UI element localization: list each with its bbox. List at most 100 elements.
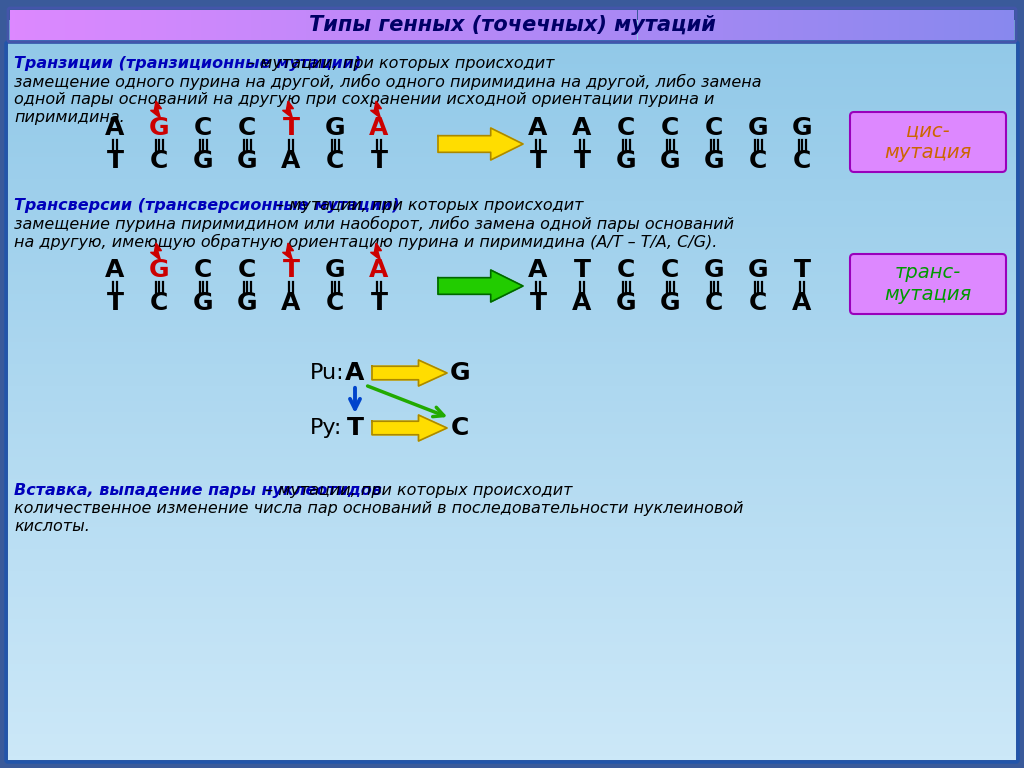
Bar [8,538,1016,541]
Bar [8,645,1016,649]
Bar [8,28,1016,31]
Bar [432,10,436,40]
Bar [8,38,1016,42]
Bar [8,205,1016,209]
Bar [486,10,492,40]
Bar [332,10,336,40]
Bar [351,10,356,40]
Bar [8,738,1016,741]
Bar [271,10,276,40]
Bar [8,578,1016,582]
Bar [763,10,768,40]
Bar [8,175,1016,179]
Bar [8,494,1016,498]
Bar [583,10,588,40]
Text: C: C [238,116,256,140]
Polygon shape [283,101,294,118]
Bar [306,10,311,40]
Bar [8,720,1016,723]
Bar [607,10,612,40]
Bar [8,712,1016,716]
Bar [562,10,567,40]
Bar [105,10,111,40]
Bar [236,10,241,40]
Bar [934,10,939,40]
Bar [8,723,1016,727]
Bar [517,10,522,40]
Bar [241,10,246,40]
Bar [8,250,1016,253]
Bar [276,10,281,40]
Bar [221,10,226,40]
Bar [446,10,452,40]
Bar [8,549,1016,553]
Bar [919,10,924,40]
Bar [8,275,1016,279]
Bar [8,756,1016,760]
Bar [151,10,156,40]
Bar [140,10,145,40]
Text: замещение одного пурина на другой, либо одного пиримидина на другой, либо замена: замещение одного пурина на другой, либо … [14,74,762,90]
Bar [803,10,808,40]
Bar [8,246,1016,250]
Bar [602,10,607,40]
Bar [873,10,879,40]
Bar [858,10,863,40]
Bar [316,10,322,40]
Bar [8,279,1016,283]
Text: A: A [370,116,389,140]
Polygon shape [151,243,162,260]
Bar [657,10,663,40]
Bar [8,486,1016,490]
Bar [728,10,733,40]
Bar [844,10,848,40]
Bar [8,571,1016,575]
Bar [8,227,1016,231]
Bar [8,372,1016,376]
Bar [8,57,1016,61]
Bar [8,664,1016,667]
Bar [8,109,1016,112]
Bar [884,10,889,40]
Bar [8,157,1016,161]
Bar [130,10,135,40]
Bar [8,364,1016,368]
Bar [8,382,1016,386]
Text: G: G [792,116,812,140]
Bar [95,10,100,40]
Bar [8,309,1016,313]
Bar [8,353,1016,356]
Bar [156,10,161,40]
Text: транс-
мутация: транс- мутация [885,263,972,304]
Bar [8,660,1016,664]
Bar [894,10,898,40]
Bar [497,10,502,40]
Bar [8,220,1016,223]
Bar [8,349,1016,353]
Bar [412,10,417,40]
Bar [8,138,1016,142]
Bar [8,616,1016,620]
Bar [55,10,60,40]
Text: C: C [793,149,811,173]
Bar [322,10,327,40]
Bar [8,423,1016,427]
Bar [126,10,130,40]
Bar [668,10,673,40]
Polygon shape [151,101,162,118]
Bar [8,649,1016,653]
Text: – мутации, при которых происходит: – мутации, при которых происходит [242,56,554,71]
Bar [135,10,140,40]
Bar [30,10,35,40]
Polygon shape [438,270,523,302]
Polygon shape [372,415,447,441]
Bar [391,10,396,40]
Bar [929,10,934,40]
Bar [879,10,884,40]
Bar [171,10,176,40]
Bar [8,586,1016,590]
Bar [8,498,1016,501]
Text: Вставка, выпадение пары нуклеотидов: Вставка, выпадение пары нуклеотидов [14,483,382,498]
Bar [538,10,542,40]
Bar [8,594,1016,598]
